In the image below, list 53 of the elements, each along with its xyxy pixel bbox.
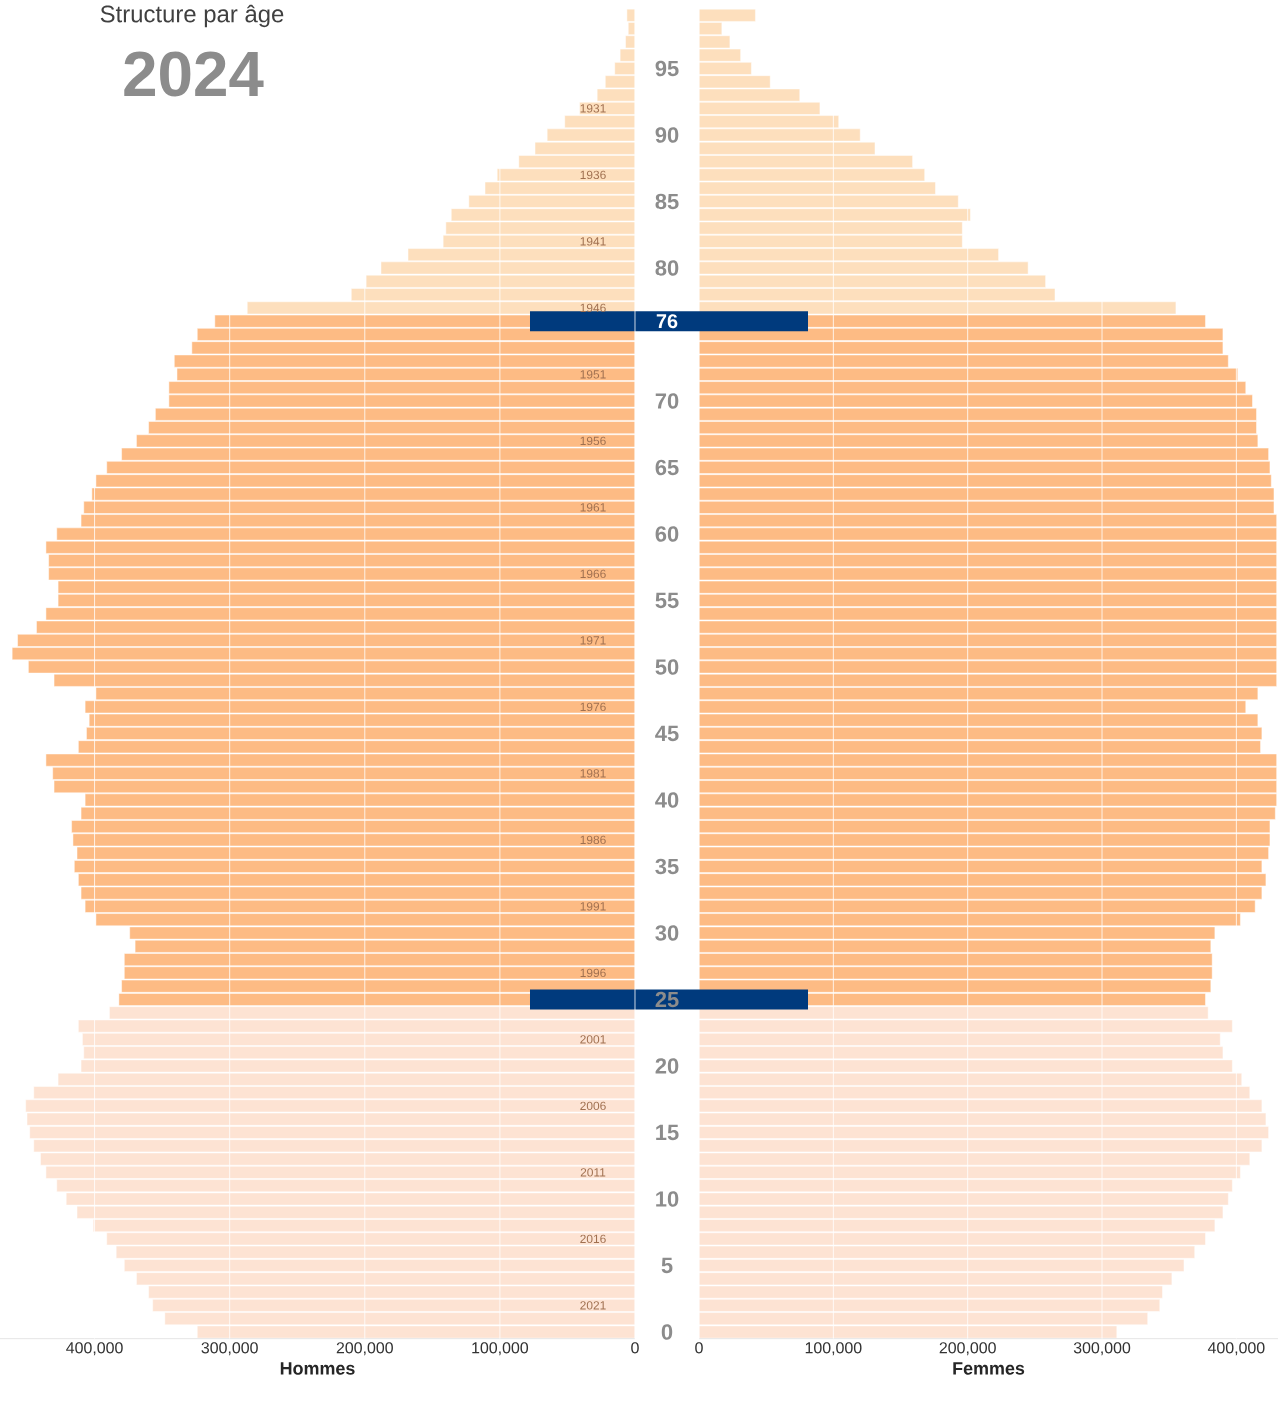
y2-tick-label: 1986 [580, 835, 606, 845]
y2-tick-label: 2006 [580, 1101, 606, 1111]
x-axis-title: Femmes [953, 1362, 1025, 1375]
y2-tick-label: 1961 [580, 503, 606, 512]
y-tick-label: 55 [655, 592, 679, 609]
y2-tick-label: 1996 [580, 968, 606, 978]
y-tick-label: 95 [655, 60, 679, 77]
y-tick-label: 90 [655, 127, 679, 143]
y-tick-label: 80 [655, 260, 679, 276]
y-tick-label: 10 [656, 1191, 679, 1207]
y-tick-label: 5 [661, 1257, 673, 1274]
y2-tick-label: 1951 [580, 370, 606, 379]
x-tick-label: 300,000 [1073, 1342, 1131, 1356]
chart-title: Structure par âge [100, 4, 284, 28]
y2-tick-label: 1991 [580, 902, 606, 911]
y2-tick-label: 2001 [580, 1035, 606, 1044]
y-tick-label: 60 [655, 526, 679, 542]
x-tick-label: 400,000 [1207, 1342, 1265, 1356]
y-tick-label: 70 [655, 393, 679, 409]
x-tick-label: 100,000 [472, 1342, 529, 1356]
x-tick-label: 0 [695, 1342, 703, 1354]
y2-tick-label: 2016 [580, 1234, 606, 1244]
y-tick-label: 45 [655, 725, 679, 742]
y2-tick-label: 1976 [580, 702, 606, 712]
y2-tick-label: 2021 [580, 1301, 606, 1310]
y2-tick-label: 2011 [580, 1168, 606, 1177]
y2-tick-label: 1931 [580, 104, 606, 113]
text: 2024 [124, 51, 264, 97]
y-tick-label: 50 [655, 659, 679, 675]
y-tick-label: 0 [661, 1324, 673, 1340]
y-tick-label: 15 [656, 1124, 679, 1141]
x-tick-label: 300,000 [201, 1342, 258, 1356]
x-tick-label: 400,000 [66, 1342, 123, 1356]
y-tick-label: 25 [655, 991, 679, 1008]
y2-tick-label: 1966 [580, 569, 606, 579]
x-tick-label: 0 [631, 1342, 639, 1354]
x-tick-label: 200,000 [939, 1342, 996, 1356]
y2-tick-label: 1971 [580, 636, 606, 645]
y2-tick-label: 1946 [580, 303, 606, 313]
ref-line-label: 76 [656, 314, 678, 329]
x-tick-label: 200,000 [336, 1342, 393, 1356]
y2-tick-label: 1936 [580, 170, 606, 180]
y2-tick-label: 1941 [580, 237, 606, 246]
y-tick-label: 20 [655, 1058, 679, 1074]
y-tick-label: 85 [655, 193, 679, 210]
y-tick-label: 30 [655, 925, 679, 941]
x-axis-title: Hommes [280, 1362, 355, 1375]
y-tick-label: 65 [655, 459, 679, 476]
y-tick-label: 40 [655, 792, 679, 808]
y2-tick-label: 1956 [580, 436, 606, 446]
x-tick-label: 100,000 [805, 1342, 862, 1356]
y-tick-label: 35 [655, 858, 679, 875]
y2-tick-label: 1981 [580, 769, 606, 778]
